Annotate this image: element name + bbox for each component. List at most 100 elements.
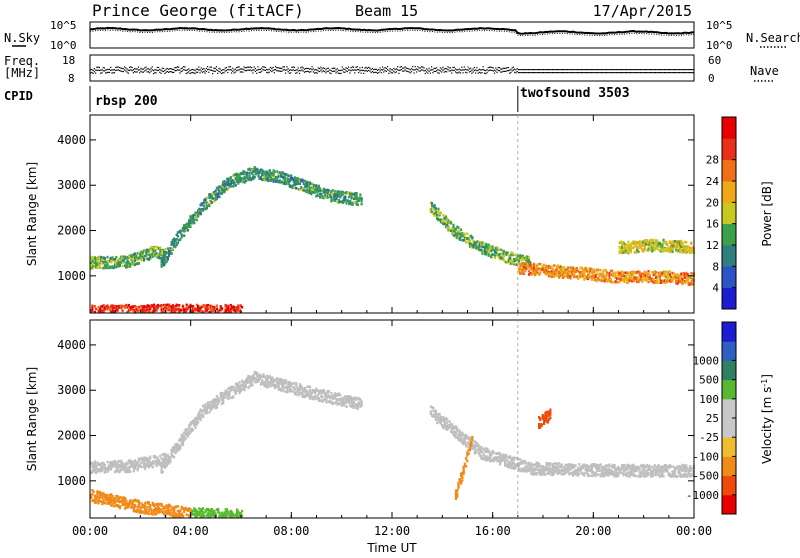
freq-point xyxy=(362,67,363,68)
freq-point xyxy=(411,68,412,69)
nave-point xyxy=(276,70,277,71)
scatter-cell xyxy=(273,174,275,177)
freq-point xyxy=(622,69,623,70)
freq-point xyxy=(684,69,685,70)
freq-point xyxy=(194,70,195,71)
scatter-cell xyxy=(230,185,232,188)
nave-point xyxy=(337,71,338,72)
nave-point xyxy=(476,70,477,71)
scatter-cell xyxy=(152,255,154,258)
nave-point xyxy=(607,72,608,73)
scatter-cell xyxy=(182,444,184,447)
scatter-cell xyxy=(244,389,246,392)
power-x-axis-ticks xyxy=(90,115,694,313)
scatter-cell xyxy=(104,257,106,260)
scatter-cell xyxy=(573,273,575,276)
freq-point xyxy=(563,69,564,70)
scatter-cell xyxy=(440,416,442,419)
scatter-cell xyxy=(179,445,181,448)
freq-point xyxy=(320,67,321,68)
scatter-cell xyxy=(446,418,448,421)
scatter-cell xyxy=(680,273,682,276)
scatter-cell xyxy=(266,171,268,174)
nave-point xyxy=(583,72,584,73)
freq-point xyxy=(343,68,344,69)
scatter-cell xyxy=(279,171,281,174)
scatter-cell xyxy=(624,281,626,284)
freq-point xyxy=(402,68,403,69)
freq-point xyxy=(347,68,348,69)
nave-point xyxy=(227,72,228,73)
freq-point xyxy=(207,66,208,67)
nave-point xyxy=(333,71,334,72)
freq-point xyxy=(515,69,516,70)
nave-point xyxy=(630,72,631,73)
freq-point xyxy=(160,70,161,71)
scatter-cell xyxy=(239,381,241,384)
scatter-cell xyxy=(125,304,127,307)
scatter-cell xyxy=(163,463,165,466)
freq-point xyxy=(196,69,197,70)
scatter-cell xyxy=(615,275,617,278)
scatter-cell xyxy=(200,213,202,216)
freq-point xyxy=(139,69,140,70)
freq-point xyxy=(469,68,470,69)
nave-point xyxy=(347,71,348,72)
scatter-cell xyxy=(115,256,117,259)
scatter-cell xyxy=(611,270,613,273)
freq-point xyxy=(366,67,367,68)
scatter-cell xyxy=(193,219,195,222)
scatter-cell xyxy=(154,250,156,253)
freq-point xyxy=(299,70,300,71)
nave-point xyxy=(210,70,211,71)
freq-point xyxy=(637,69,638,70)
freq-point xyxy=(451,69,452,70)
freq-point xyxy=(281,68,282,69)
freq-point xyxy=(535,69,536,70)
nave-point xyxy=(110,70,111,71)
scatter-cell xyxy=(94,305,96,308)
scatter-cell xyxy=(687,279,689,282)
nave-point xyxy=(528,72,529,73)
freq-point xyxy=(452,67,453,68)
nave-point xyxy=(391,72,392,73)
freq-point xyxy=(255,68,256,69)
scatter-cell xyxy=(95,470,97,473)
nave-point xyxy=(96,70,97,71)
freq-point xyxy=(228,66,229,67)
freq-point xyxy=(95,70,96,71)
nave-point xyxy=(524,72,525,73)
nave-point xyxy=(362,70,363,71)
nave-point xyxy=(267,72,268,73)
nave-point xyxy=(486,72,487,73)
freq-point xyxy=(610,69,611,70)
cpid-label: CPID xyxy=(4,89,33,103)
nave-point xyxy=(232,71,233,72)
scatter-cell xyxy=(314,395,316,398)
scatter-cell xyxy=(513,457,515,460)
scatter-cell xyxy=(181,234,183,237)
scatter-cell xyxy=(459,430,461,433)
scatter-cell xyxy=(106,461,108,464)
scatter-cell xyxy=(129,263,131,266)
scatter-cell xyxy=(295,393,297,396)
nave-point xyxy=(293,69,294,70)
nave-point xyxy=(383,71,384,72)
scatter-cell xyxy=(596,273,598,276)
nave-point xyxy=(249,70,250,71)
nave-point xyxy=(348,70,349,71)
freq-point xyxy=(289,70,290,71)
nave-point xyxy=(261,71,262,72)
scatter-cell xyxy=(135,255,137,258)
freq-point xyxy=(428,68,429,69)
freq-point xyxy=(267,69,268,70)
freq-point xyxy=(376,69,377,70)
freq-point xyxy=(408,68,409,69)
nave-point xyxy=(519,72,520,73)
freq-point xyxy=(251,67,252,68)
freq-point xyxy=(349,69,350,70)
nave-point xyxy=(500,72,501,73)
freq-point xyxy=(685,69,686,70)
scatter-cell xyxy=(600,269,602,272)
